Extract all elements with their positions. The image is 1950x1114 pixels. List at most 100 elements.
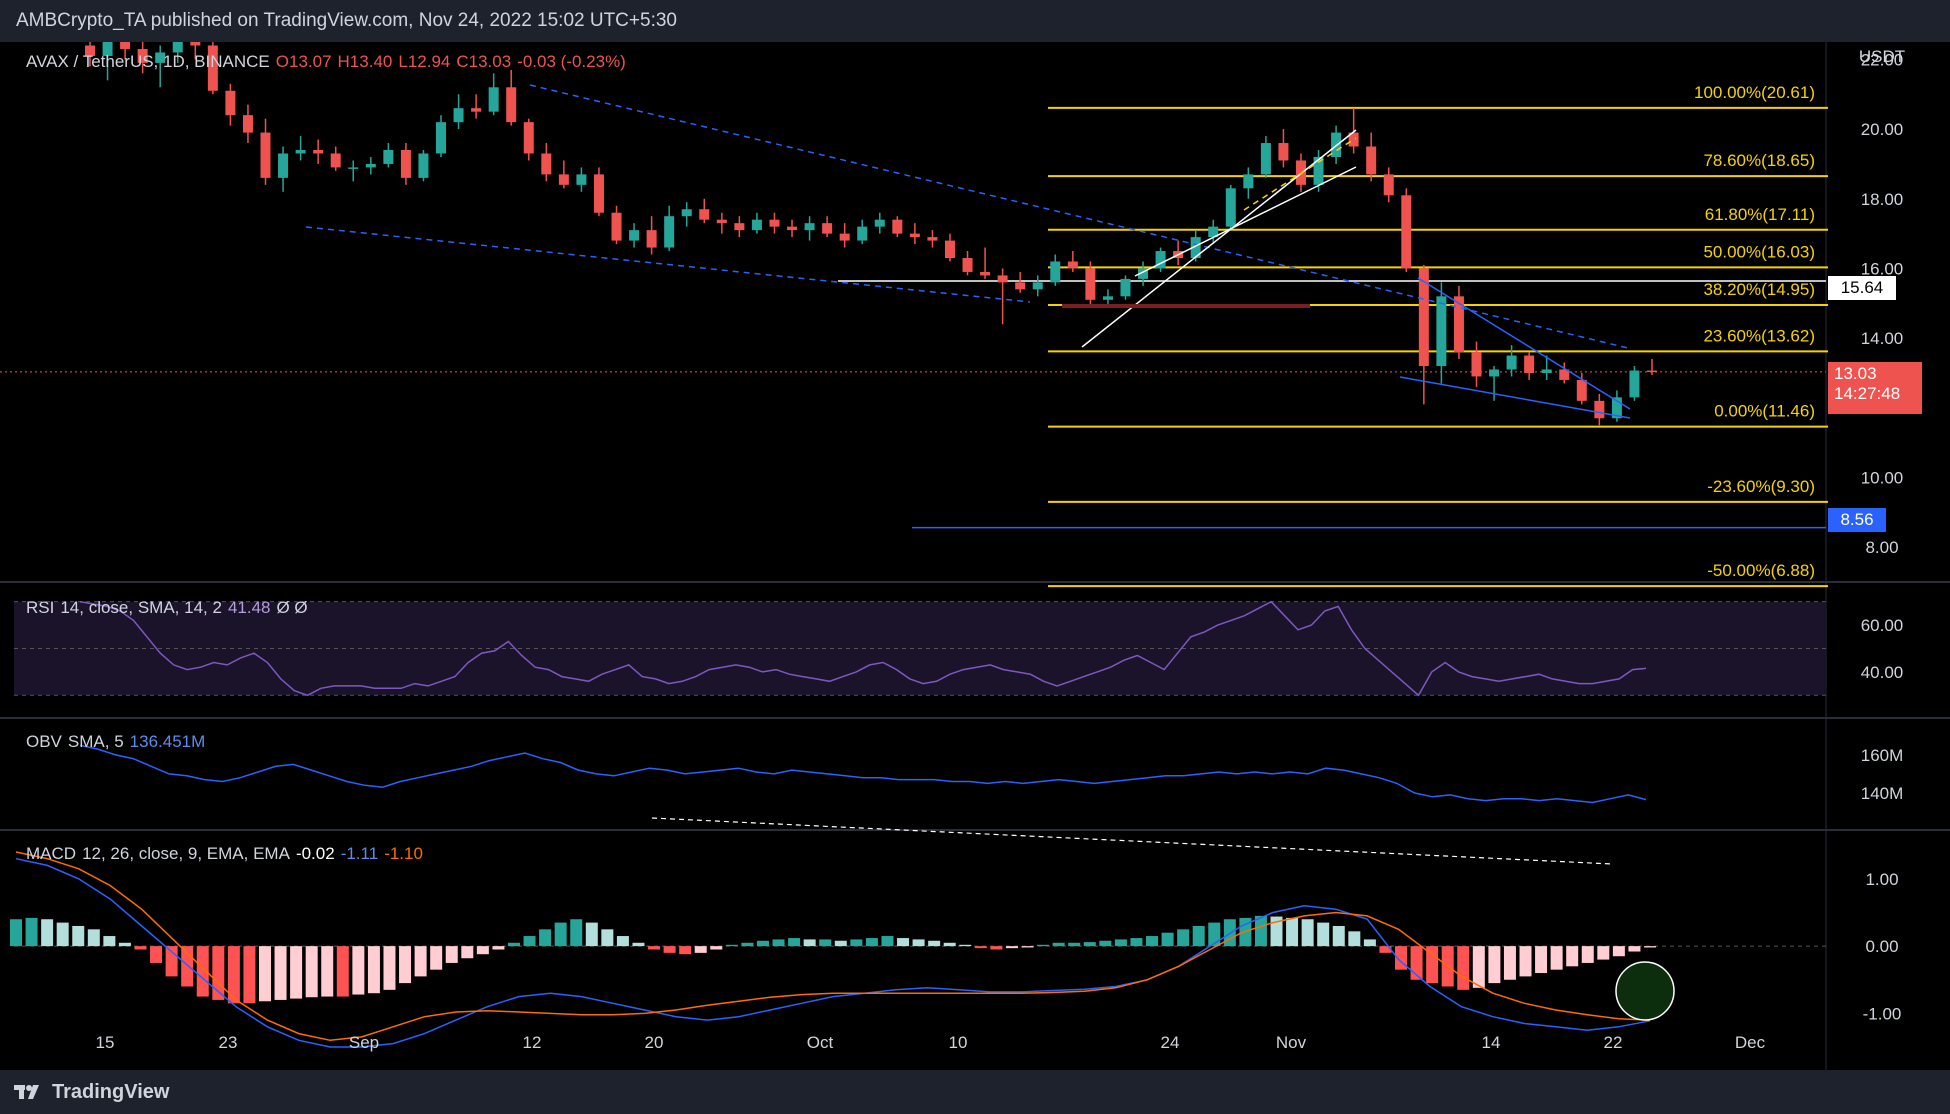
candle-body	[383, 150, 394, 164]
macd-histogram-bar	[943, 942, 956, 947]
obv-legend[interactable]: OBV SMA, 5 136.451M	[26, 732, 211, 752]
candle-body	[1647, 370, 1657, 373]
macd-name: MACD	[26, 844, 77, 863]
time-axis-label: 22	[1604, 1033, 1623, 1052]
close-value: C13.03	[456, 52, 512, 71]
candle-body	[629, 230, 640, 241]
price-tick-label: 8.00	[1865, 538, 1898, 557]
zone-rectangle	[1062, 304, 1310, 308]
candle-body	[1541, 369, 1552, 373]
macd-histogram-bar	[1301, 919, 1314, 947]
macd-histogram-bar	[56, 922, 69, 947]
macd-histogram-bar	[1317, 922, 1330, 947]
macd-histogram-bar	[772, 939, 785, 947]
macd-histogram-bar	[648, 946, 661, 950]
macd-histogram-bar	[367, 946, 380, 994]
candle-body	[418, 153, 429, 178]
candle-body	[260, 132, 271, 178]
signal-line	[15, 851, 1651, 1042]
rsi-legend[interactable]: RSI 14, close, SMA, 14, 2 41.48 Ø Ø	[26, 598, 314, 618]
macd-histogram-bar	[539, 929, 552, 947]
macd-histogram-bar	[803, 939, 816, 947]
candle-body	[1559, 369, 1570, 380]
price-tick-label: 10.00	[1861, 468, 1904, 487]
rsi-params: 14, close, SMA, 14, 2	[60, 598, 222, 617]
chart-canvas[interactable]: USDT22.0020.0018.0016.0014.0012.0010.008…	[0, 42, 1950, 1082]
macd-histogram-bar	[585, 922, 598, 947]
candle-body	[471, 108, 482, 112]
macd-histogram-bar	[1192, 925, 1205, 947]
candle-body	[1436, 296, 1447, 366]
macd-histogram-bar	[414, 946, 427, 977]
macd-histogram-bar	[1114, 939, 1127, 947]
macd-histogram-bar	[352, 946, 365, 995]
macd-histogram-bar	[10, 919, 22, 947]
macd-histogram-bar	[1581, 946, 1594, 963]
main-legend: AVAX / TetherUS, 1D, BINANCE O13.07 H13.40…	[26, 52, 632, 72]
time-axis-label: 15	[96, 1033, 115, 1052]
blue-line-price-tag: 8.56	[1828, 508, 1886, 532]
candle-body	[980, 271, 991, 276]
candle-body	[944, 240, 955, 258]
candle-body	[1611, 397, 1622, 419]
macd-histogram-bar	[258, 946, 271, 1002]
macd-histogram-bar	[72, 925, 85, 947]
macd-tick-label: 1.00	[1865, 870, 1898, 889]
wedge-upper	[1417, 277, 1631, 410]
candle-body	[734, 223, 745, 231]
candle-body	[85, 45, 95, 56]
rsi-name: RSI	[26, 598, 55, 617]
price-axis-unit: USDT	[1859, 47, 1905, 66]
macd-histogram-bar	[196, 946, 209, 997]
fib-level-label: -50.00%(6.88)	[1707, 561, 1815, 580]
macd-histogram-bar	[1037, 944, 1050, 947]
candle-body	[1576, 379, 1587, 401]
macd-histogram-bar	[1488, 946, 1501, 984]
macd-histogram-bar	[601, 929, 614, 947]
candle-body	[646, 230, 657, 248]
fib-level-label: 78.60%(18.65)	[1703, 151, 1815, 170]
macd-hist-value: -0.02	[295, 844, 335, 863]
rsi-extra: Ø Ø	[276, 598, 308, 617]
publisher-bar: AMBCrypto_TA published on TradingView.co…	[0, 0, 1950, 42]
macd-signal-value: -1.10	[384, 844, 423, 863]
channel-midline	[1243, 137, 1357, 211]
chart-area[interactable]: USDT22.0020.0018.0016.0014.0012.0010.008…	[0, 42, 1950, 1082]
candle-body	[1278, 143, 1289, 161]
candle-body	[927, 237, 938, 241]
candle-body	[1155, 251, 1166, 269]
candle-body	[1489, 369, 1500, 377]
fib-level-label: 38.20%(14.95)	[1703, 280, 1815, 299]
symbol-label[interactable]: AVAX / TetherUS, 1D, BINANCE	[26, 52, 270, 71]
candle-body	[1453, 296, 1464, 353]
time-axis-label: 20	[645, 1033, 664, 1052]
candle-body	[1085, 268, 1096, 300]
countdown-value: 14:27:48	[1834, 384, 1901, 403]
change-value: -0.03 (-0.23%)	[517, 52, 626, 71]
macd-histogram-bar	[103, 936, 116, 947]
macd-histogram-bar	[570, 919, 583, 947]
candle-body	[1313, 156, 1324, 185]
macd-legend[interactable]: MACD 12, 26, close, 9, EMA, EMA -0.02 -1.11…	[26, 844, 429, 864]
macd-histogram-bar	[87, 929, 100, 947]
channel-lower	[1134, 166, 1357, 277]
white-line-price-tag: 15.64	[1828, 276, 1896, 300]
candle-body	[190, 42, 201, 46]
candle-body	[839, 233, 850, 241]
macd-histogram-bar	[616, 936, 629, 947]
candle-body	[681, 209, 692, 217]
candle-body	[997, 275, 1008, 283]
fib-level-label: 23.60%(13.62)	[1703, 326, 1815, 345]
macd-histogram-bar	[679, 946, 692, 955]
macd-histogram-bar	[1457, 946, 1470, 990]
candle-body	[1401, 195, 1412, 269]
time-axis-label: Sep	[349, 1033, 379, 1052]
macd-histogram-bar	[1146, 936, 1159, 947]
macd-histogram-bar	[1332, 925, 1345, 947]
highlight-circle	[1615, 961, 1675, 1021]
macd-histogram-bar	[523, 936, 536, 947]
macd-histogram-bar	[725, 944, 738, 947]
fib-level-label: 50.00%(16.03)	[1703, 242, 1815, 261]
macd-tick-label: 0.00	[1865, 937, 1898, 956]
price-tick-label: 16.00	[1861, 259, 1904, 278]
